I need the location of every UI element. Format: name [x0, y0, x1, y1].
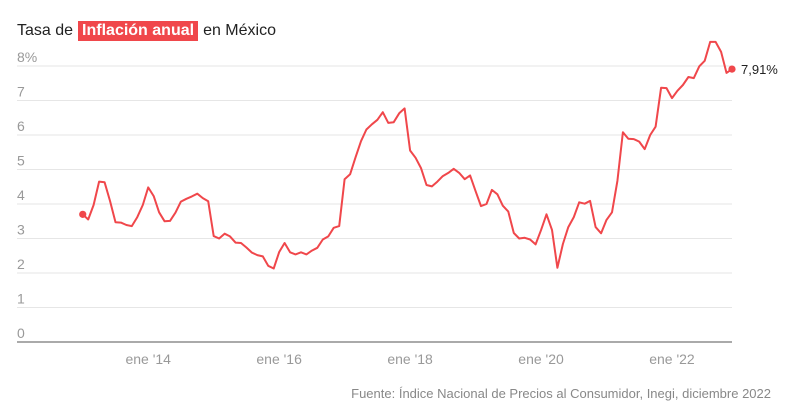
y-tick-label: 5 — [17, 153, 25, 169]
y-tick-label: 4 — [17, 187, 25, 203]
chart-title: Tasa de Inflación anual en México — [17, 21, 276, 41]
y-axis-ticks: 0 1 2 3 4 5 6 7 8% — [17, 49, 37, 341]
y-tick-label: 3 — [17, 222, 25, 238]
y-tick-label: 2 — [17, 256, 25, 272]
series-end-point — [728, 65, 736, 73]
x-axis-ticks: ene '14 ene '16 ene '18 ene '20 ene '22 — [125, 351, 694, 367]
y-tick-label: 0 — [17, 325, 25, 341]
x-tick-label: ene '16 — [256, 351, 302, 367]
inflation-series-line — [81, 40, 733, 270]
x-tick-label: ene '20 — [518, 351, 564, 367]
title-highlight: Inflación anual — [78, 21, 199, 41]
x-tick-label: ene '18 — [387, 351, 433, 367]
grid-lines — [17, 65, 732, 308]
source-note: Fuente: Índice Nacional de Precios al Co… — [351, 386, 771, 401]
y-tick-label: 7 — [17, 84, 25, 100]
y-tick-label: 8% — [17, 49, 37, 65]
series-start-point — [79, 210, 87, 218]
x-tick-label: ene '14 — [125, 351, 171, 367]
y-tick-label: 1 — [17, 291, 25, 307]
title-prefix: Tasa de — [17, 22, 74, 39]
title-suffix: en México — [203, 22, 276, 39]
x-tick-label: ene '22 — [649, 351, 695, 367]
y-tick-label: 6 — [17, 118, 25, 134]
end-value-label: 7,91% — [741, 62, 778, 77]
